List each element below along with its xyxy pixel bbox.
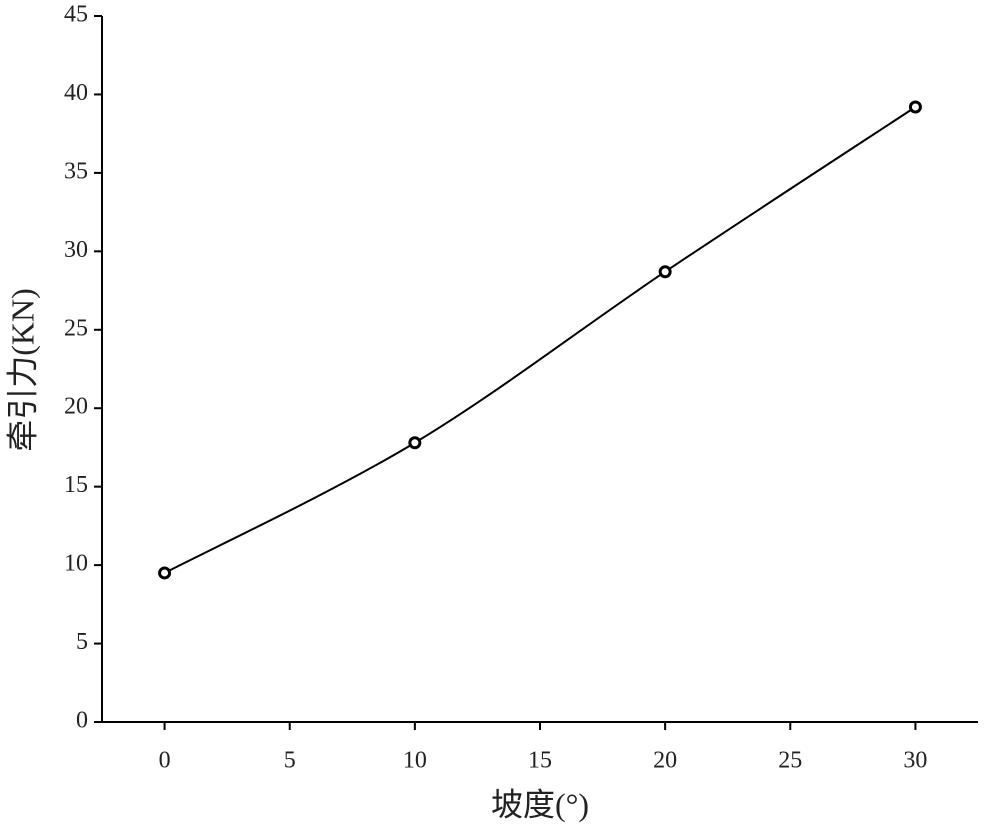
y-tick-label: 45	[64, 2, 88, 28]
x-tick-label: 5	[284, 748, 296, 774]
y-tick-label: 40	[64, 80, 88, 106]
x-tick-label: 10	[403, 748, 427, 774]
data-point	[658, 265, 672, 279]
x-tick-label: 15	[528, 748, 552, 774]
y-tick-label: 35	[64, 158, 88, 184]
x-tick-label: 30	[903, 748, 927, 774]
y-tick-label: 0	[76, 708, 88, 734]
y-tick-label: 10	[64, 551, 88, 577]
y-tick-label: 30	[64, 237, 88, 263]
x-axis-title: 坡度(°)	[491, 786, 589, 822]
y-tick-label: 20	[64, 394, 88, 420]
y-tick-label: 15	[64, 472, 88, 498]
data-point	[408, 436, 422, 450]
data-point	[908, 100, 922, 114]
x-tick-label: 25	[778, 748, 802, 774]
series-line	[164, 106, 916, 574]
y-axis-title: 牵引力(KN)	[4, 288, 40, 452]
y-tick-label: 25	[64, 315, 88, 341]
data-point	[158, 566, 172, 580]
x-tick-label: 20	[653, 748, 677, 774]
y-tick-label: 5	[76, 629, 88, 655]
x-tick-label: 0	[159, 748, 171, 774]
